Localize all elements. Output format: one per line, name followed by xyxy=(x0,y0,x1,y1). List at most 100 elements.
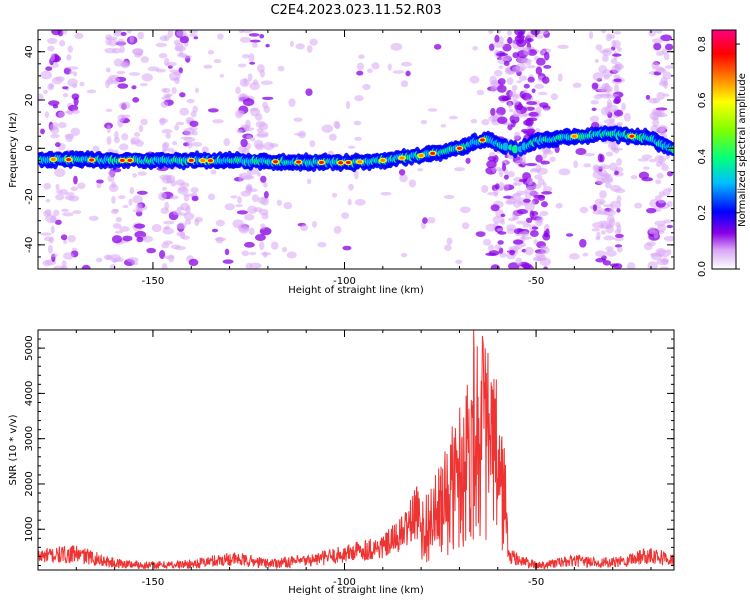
noise-blob xyxy=(62,212,74,217)
noise-blob xyxy=(215,219,226,227)
noise-blob xyxy=(497,78,506,86)
noise-blob xyxy=(207,193,216,201)
noise-blob xyxy=(614,63,625,70)
noise-blob xyxy=(126,256,139,263)
noise-blob xyxy=(63,252,74,260)
noise-blob xyxy=(248,227,255,236)
noise-blob xyxy=(446,237,453,246)
noise-blob xyxy=(503,61,510,67)
noise-blob xyxy=(49,215,57,224)
noise-blob xyxy=(371,62,380,70)
noise-blob xyxy=(276,199,283,206)
noise-blob xyxy=(168,254,175,263)
noise-blob xyxy=(111,181,116,189)
noise-blob xyxy=(443,194,455,200)
noise-blob xyxy=(119,226,130,232)
noise-blob xyxy=(609,206,614,213)
noise-blob xyxy=(161,186,168,191)
noise-blob xyxy=(161,88,168,93)
spectrogram-plot-area xyxy=(38,30,674,269)
noise-blob xyxy=(160,207,170,215)
noise-blob xyxy=(649,252,662,257)
noise-blob xyxy=(528,111,539,117)
noise-blob xyxy=(64,133,75,140)
noise-blob xyxy=(242,98,255,106)
noise-blob xyxy=(116,70,126,75)
noise-blob xyxy=(515,63,527,72)
noise-blob xyxy=(240,172,252,181)
noise-blob xyxy=(614,170,619,176)
noise-blob xyxy=(545,228,550,238)
noise-blob xyxy=(251,194,260,203)
noise-blob xyxy=(105,67,111,73)
noise-blob xyxy=(138,124,144,133)
noise-blob xyxy=(193,36,199,40)
noise-blob xyxy=(213,59,222,64)
noise-blob xyxy=(161,96,172,101)
spectrogram-x-tick-label: -150 xyxy=(142,276,165,287)
noise-blob xyxy=(50,253,58,258)
noise-blob xyxy=(243,78,248,86)
noise-blob xyxy=(263,141,275,151)
noise-blob xyxy=(46,37,58,44)
noise-blob xyxy=(128,198,133,206)
noise-blob xyxy=(656,172,664,179)
snr-y-axis-label: SNR (10 * v/v) xyxy=(8,414,19,485)
noise-blob xyxy=(500,219,505,225)
noise-blob xyxy=(69,70,74,75)
noise-blob xyxy=(526,101,538,106)
snr-y-tick-label: 1000 xyxy=(24,517,35,542)
noise-blob xyxy=(390,42,403,51)
noise-blob xyxy=(658,155,664,164)
noise-blob xyxy=(260,175,267,183)
noise-blob xyxy=(207,49,215,55)
noise-blob xyxy=(170,180,177,187)
noise-blob xyxy=(295,43,305,50)
noise-blob xyxy=(122,235,133,242)
noise-blob xyxy=(215,236,224,244)
noise-blob xyxy=(306,45,313,53)
noise-blob xyxy=(176,30,187,37)
noise-blob xyxy=(469,75,480,84)
noise-blob xyxy=(358,54,365,60)
noise-blob xyxy=(260,252,272,256)
noise-blob xyxy=(217,33,224,40)
noise-blob xyxy=(600,222,613,229)
noise-blob xyxy=(223,138,231,147)
noise-blob xyxy=(516,80,523,84)
noise-blob xyxy=(400,252,408,258)
noise-blob xyxy=(472,45,478,51)
noise-blob xyxy=(610,58,618,64)
noise-blob xyxy=(539,210,549,216)
noise-blob xyxy=(321,124,334,133)
noise-blob xyxy=(550,93,558,101)
noise-blob xyxy=(179,35,190,44)
noise-blob xyxy=(541,76,550,84)
noise-blob xyxy=(529,210,535,219)
noise-blob xyxy=(121,133,129,141)
noise-blob xyxy=(595,236,601,241)
noise-blob xyxy=(334,121,341,130)
noise-blob xyxy=(179,92,186,98)
noise-blob xyxy=(331,192,338,198)
noise-blob xyxy=(184,136,196,143)
noise-blob xyxy=(71,93,80,100)
noise-blob xyxy=(176,206,184,211)
noise-blob xyxy=(184,219,192,225)
noise-blob xyxy=(496,106,506,116)
noise-blob xyxy=(590,100,599,105)
noise-blob xyxy=(535,252,545,259)
noise-blob xyxy=(518,75,528,81)
colorbar-ticks: 0.0 0.2 0.4 0.6 0.8 xyxy=(697,36,740,277)
noise-blob xyxy=(289,40,294,48)
ridge-peak xyxy=(50,157,56,161)
noise-blob xyxy=(583,163,592,168)
noise-blob xyxy=(70,186,79,192)
noise-blob xyxy=(309,38,318,46)
noise-blob xyxy=(521,242,526,248)
noise-blob xyxy=(663,52,670,61)
snr-series-line xyxy=(38,330,674,570)
noise-blob xyxy=(140,56,150,63)
noise-blob xyxy=(530,30,541,36)
noise-blob xyxy=(243,241,255,248)
